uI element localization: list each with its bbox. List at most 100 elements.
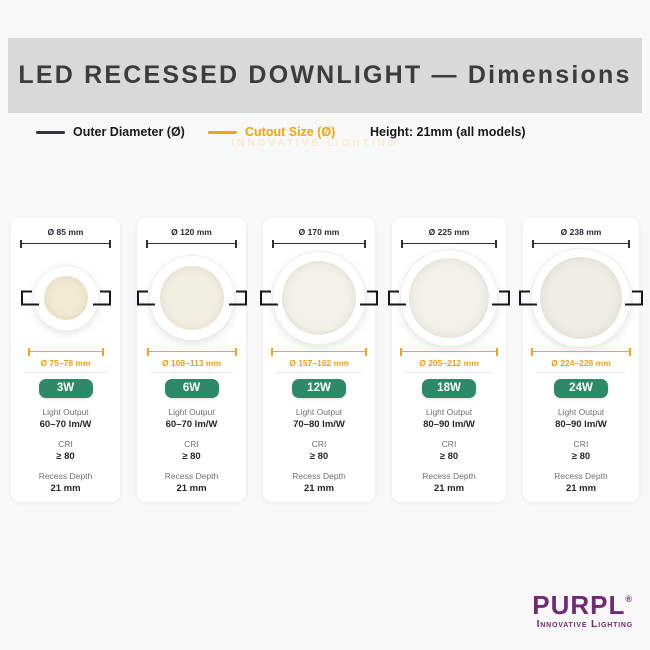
downlight-ring [272, 251, 366, 345]
recess-depth-label: Recess Depth [554, 471, 608, 481]
height-note-label: Height: 21mm (all models) [370, 125, 526, 139]
outer-diameter-value: Ø 85 mm [47, 227, 84, 237]
downlight-photo-zone [519, 248, 643, 348]
spring-clip-right-icon [625, 290, 643, 306]
downlight-photo-zone [136, 248, 247, 348]
downlight-ring [148, 255, 235, 341]
legend-cutout-label: Cutout Size (Ø) [245, 125, 336, 139]
light-output-value: 80–90 lm/W [423, 419, 475, 430]
cutout-size-value: Ø 224–228 mm [551, 358, 611, 368]
outer-diameter-value: Ø 170 mm [298, 227, 340, 237]
recess-depth-label: Recess Depth [38, 471, 93, 481]
outer-diameter-dimension-line [401, 240, 497, 248]
downlight-photo [136, 255, 247, 341]
wattage-badge: 18W [422, 379, 476, 398]
downlight-lens [409, 258, 489, 338]
recess-depth-value: 21 mm [50, 483, 81, 494]
recess-depth-value: 21 mm [303, 483, 335, 494]
cutout-size-value: Ø 108–113 mm [161, 358, 222, 368]
product-card-6w: Ø 120 mm Ø 108–113 mm 6W Light Output 60… [136, 218, 247, 502]
outer-diameter-line-swatch [36, 130, 65, 134]
cutout-dimension-line [531, 348, 631, 356]
light-output-value: 60–70 lm/W [165, 419, 218, 430]
cri-label: CRI [441, 439, 457, 449]
outer-diameter-dimension-line [20, 240, 111, 248]
spring-clip-left-icon [20, 290, 39, 306]
product-cards-row: Ø 85 mm Ø 75–78 mm 3W Light Output 60–70… [11, 218, 643, 502]
spring-clip-left-icon [519, 290, 537, 306]
cutout-dimension-line [27, 348, 104, 356]
product-card-12w: Ø 170 mm Ø 157–162 mm 12W Light Output 7… [260, 218, 378, 502]
downlight-photo-zone [260, 248, 378, 348]
registered-trademark-icon: ® [625, 594, 633, 604]
legend-outer-label: Outer Diameter (Ø) [73, 125, 185, 139]
downlight-lens [43, 276, 88, 320]
card-divider [276, 372, 362, 373]
cutout-dimension-line [271, 348, 367, 356]
downlight-lens [159, 266, 224, 330]
page-title: LED RECESSED DOWNLIGHT — Dimensions [18, 61, 632, 89]
cri-value: ≥ 80 [182, 451, 201, 462]
downlight-photo [20, 265, 111, 331]
downlight-ring [531, 248, 631, 348]
downlight-lens [540, 257, 622, 339]
recess-depth-value: 21 mm [176, 483, 207, 494]
card-divider [150, 372, 233, 373]
wattage-badge: 12W [292, 379, 346, 398]
title-band: LED RECESSED DOWNLIGHT — Dimensions [8, 38, 642, 113]
product-card-3w: Ø 85 mm Ø 75–78 mm 3W Light Output 60–70… [11, 218, 120, 502]
light-output-label: Light Output [425, 407, 473, 417]
recess-depth-label: Recess Depth [422, 471, 476, 481]
wattage-badge: 6W [164, 379, 219, 398]
downlight-ring [32, 265, 99, 331]
outer-diameter-value: Ø 238 mm [560, 227, 602, 237]
downlight-photo-zone [19, 248, 112, 348]
recess-depth-label: Recess Depth [292, 471, 346, 481]
cutout-size-value: Ø 205–212 mm [419, 358, 479, 368]
light-output-label: Light Output [557, 407, 605, 417]
spring-clip-right-icon [228, 290, 247, 306]
recess-depth-value: 21 mm [433, 483, 465, 494]
brand-name: PURPL® [532, 590, 633, 620]
downlight-photo [519, 248, 643, 348]
light-output-value: 70–80 lm/W [293, 419, 345, 430]
legend: Outer Diameter (Ø) Cutout Size (Ø) Heigh… [0, 122, 650, 142]
recess-depth-value: 21 mm [565, 483, 597, 494]
legend-outer-diameter: Outer Diameter (Ø) [36, 122, 185, 142]
downlight-photo [388, 249, 510, 347]
cutout-dimension-line [400, 348, 498, 356]
card-divider [24, 372, 107, 373]
outer-diameter-dimension-line [272, 240, 366, 248]
light-output-label: Light Output [42, 407, 89, 417]
brand-wordmark: PURPL [532, 590, 626, 620]
light-output-value: 80–90 lm/W [555, 419, 607, 430]
outer-diameter-dimension-line [146, 240, 237, 248]
cutout-size-value: Ø 157–162 mm [289, 358, 349, 368]
cri-value: ≥ 80 [309, 451, 329, 462]
spring-clip-left-icon [260, 290, 278, 306]
cri-label: CRI [573, 439, 589, 449]
outer-diameter-value: Ø 225 mm [428, 227, 470, 237]
spring-clip-right-icon [492, 290, 510, 306]
light-output-value: 60–70 lm/W [39, 419, 92, 430]
product-card-24w: Ø 238 mm Ø 224–228 mm 24W Light Output 8… [519, 218, 643, 502]
product-card-18w: Ø 225 mm Ø 205–212 mm 18W Light Output 8… [388, 218, 510, 502]
spring-clip-left-icon [136, 290, 155, 306]
cri-label: CRI [311, 439, 327, 449]
spring-clip-right-icon [92, 290, 111, 306]
cutout-size-line-swatch [208, 130, 237, 134]
cri-value: ≥ 80 [571, 451, 591, 462]
cri-label: CRI [58, 439, 73, 449]
cri-label: CRI [184, 439, 199, 449]
cutout-size-value: Ø 75–78 mm [40, 358, 91, 368]
wattage-badge: 3W [38, 379, 93, 398]
light-output-label: Light Output [168, 407, 215, 417]
outer-diameter-value: Ø 120 mm [171, 227, 212, 237]
downlight-lens [282, 261, 356, 335]
outer-diameter-dimension-line [532, 240, 630, 248]
recess-depth-label: Recess Depth [164, 471, 219, 481]
legend-height-note: Height: 21mm (all models) [370, 122, 526, 142]
brand-logo: PURPL® Innovative Lighting [532, 590, 633, 630]
wattage-badge: 24W [554, 379, 608, 398]
